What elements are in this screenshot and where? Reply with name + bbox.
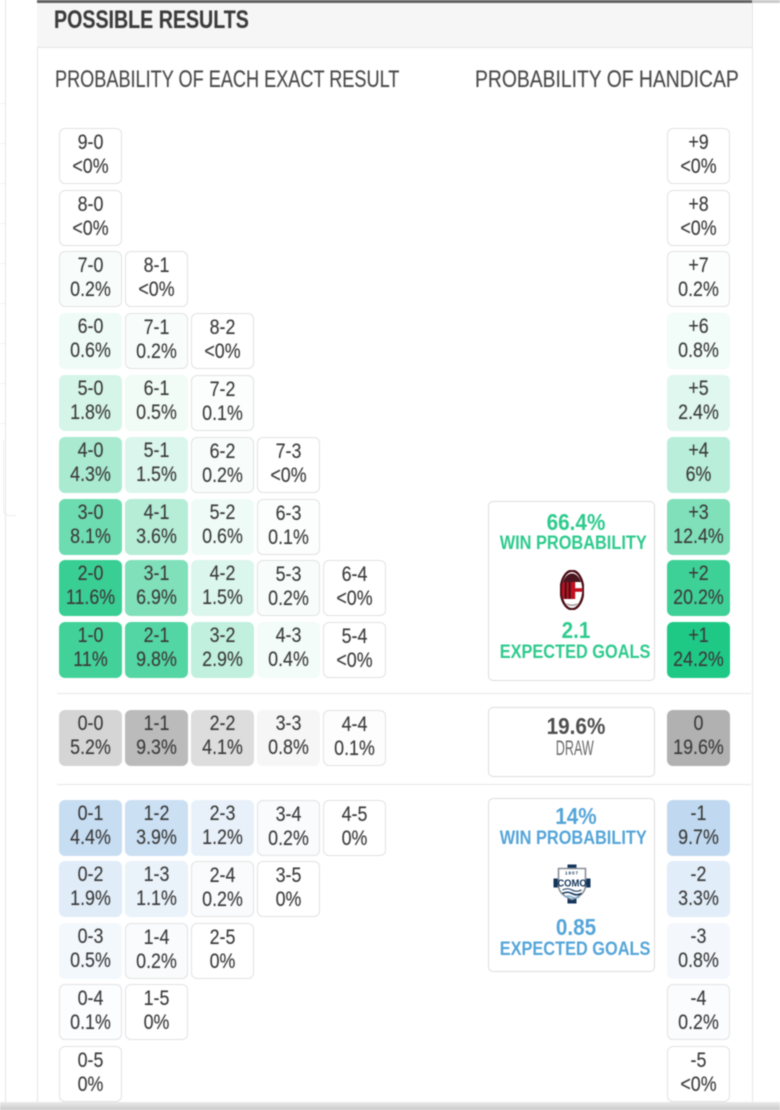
svg-text:1907: 1907 — [564, 871, 578, 876]
svg-text:COMO: COMO — [557, 878, 587, 890]
